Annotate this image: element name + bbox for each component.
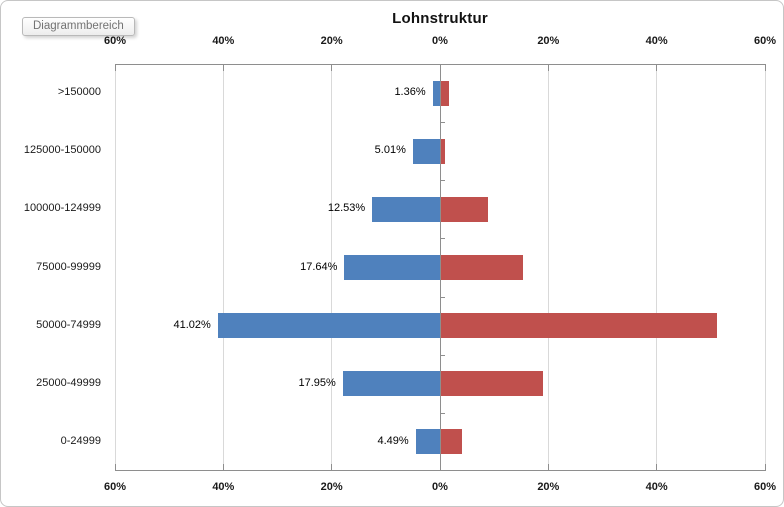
data-label: 1.36% xyxy=(394,86,426,99)
chart-title[interactable]: Lohnstruktur xyxy=(392,10,488,27)
top-axis-tick xyxy=(222,64,224,71)
bottom-axis-tick-label: 20% xyxy=(537,481,560,493)
category-axis-tick xyxy=(440,355,445,356)
category-label: 100000-124999 xyxy=(23,202,101,215)
gridline xyxy=(547,64,549,471)
data-label: 12.53% xyxy=(327,202,366,215)
category-label: 0-24999 xyxy=(60,434,101,447)
bar-right-series[interactable] xyxy=(440,255,523,280)
bottom-axis-tick-label: 40% xyxy=(212,481,235,493)
bar-right-series[interactable] xyxy=(440,371,544,397)
category-label: 125000-150000 xyxy=(23,144,101,157)
top-axis-tick xyxy=(331,64,333,71)
bar-left-series[interactable] xyxy=(342,371,440,397)
top-axis-tick-label: 60% xyxy=(753,35,777,47)
top-axis-tick-label: 0% xyxy=(432,35,448,47)
category-label: 50000-74999 xyxy=(36,318,101,331)
bar-right-series[interactable] xyxy=(440,196,489,222)
bar-left-series[interactable] xyxy=(412,138,440,164)
bottom-axis-tick xyxy=(547,464,549,471)
data-label: 41.02% xyxy=(173,318,211,331)
bottom-axis-tick xyxy=(656,464,658,471)
category-axis-tick xyxy=(440,470,445,471)
top-axis-tick xyxy=(114,64,116,71)
gridline xyxy=(656,64,658,471)
category-axis-tick xyxy=(440,238,445,239)
gridline xyxy=(331,64,333,471)
bottom-axis-tick-label: 60% xyxy=(753,481,777,493)
data-label: 17.64% xyxy=(300,260,338,273)
category-axis-tick xyxy=(440,122,445,123)
bar-right-series[interactable] xyxy=(440,313,717,339)
bar-left-series[interactable] xyxy=(344,255,440,280)
chart-area-tooltip: Diagrammbereich xyxy=(22,17,135,36)
gridline xyxy=(222,64,224,471)
category-label: 25000-49999 xyxy=(36,376,101,389)
gridline xyxy=(764,64,766,471)
bar-right-series[interactable] xyxy=(440,429,462,455)
category-axis-tick xyxy=(440,413,445,414)
data-label: 17.95% xyxy=(298,376,336,389)
gridline xyxy=(114,64,116,471)
category-axis-tick xyxy=(440,297,445,298)
bar-left-series[interactable] xyxy=(415,429,440,455)
bottom-axis-tick-label: 0% xyxy=(432,481,448,493)
category-axis-line xyxy=(439,64,441,471)
bottom-axis-tick-label: 60% xyxy=(103,481,127,493)
data-label: 4.49% xyxy=(377,434,409,447)
data-label: 5.01% xyxy=(374,144,406,157)
top-axis-tick xyxy=(656,64,658,71)
bottom-axis-tick xyxy=(764,464,766,471)
category-axis-tick xyxy=(440,180,445,181)
bottom-axis-tick xyxy=(114,464,116,471)
top-axis-tick xyxy=(764,64,766,71)
category-label: 75000-99999 xyxy=(36,260,101,273)
bar-left-series[interactable] xyxy=(372,196,440,222)
top-axis-tick-label: 60% xyxy=(103,35,127,47)
top-axis-tick-label: 40% xyxy=(645,35,668,47)
top-axis-tick-label: 40% xyxy=(212,35,235,47)
bottom-axis-tick xyxy=(331,464,333,471)
top-axis-tick-label: 20% xyxy=(320,35,343,47)
category-label: >150000 xyxy=(57,86,101,99)
bottom-axis-tick-label: 40% xyxy=(645,481,668,493)
bottom-axis-tick xyxy=(222,464,224,471)
category-axis-tick xyxy=(440,64,445,65)
bar-left-series[interactable] xyxy=(432,80,440,106)
bar-right-series[interactable] xyxy=(440,80,449,106)
top-axis-tick xyxy=(547,64,549,71)
plot-area[interactable] xyxy=(114,64,766,471)
top-axis-tick-label: 20% xyxy=(537,35,560,47)
bar-left-series[interactable] xyxy=(217,313,440,339)
bar-right-series[interactable] xyxy=(440,138,446,164)
bottom-axis-tick-label: 20% xyxy=(320,481,343,493)
